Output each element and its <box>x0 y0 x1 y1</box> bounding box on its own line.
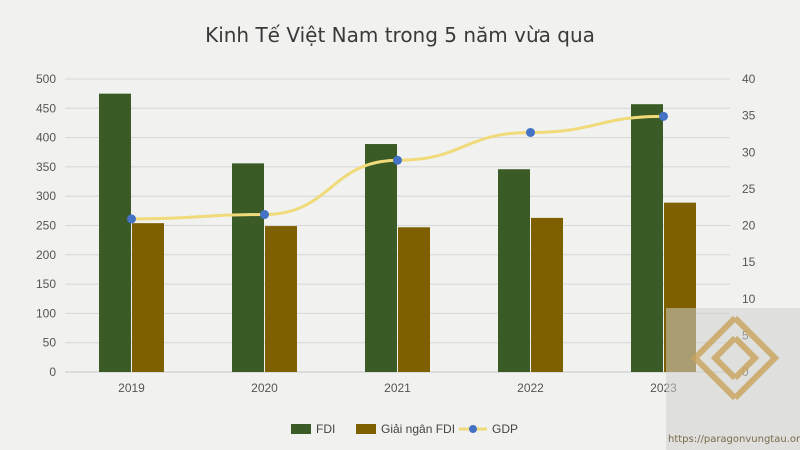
left-tick-label: 400 <box>36 131 56 145</box>
line-series <box>127 111 668 224</box>
left-tick-label: 250 <box>36 219 56 233</box>
bar-giải-ngân-fdi-2022 <box>531 217 563 372</box>
right-tick-label: 30 <box>742 145 756 159</box>
bar-fdi-2023 <box>631 104 663 372</box>
legend-swatch-marker <box>469 425 477 433</box>
gdp-point-2022 <box>526 127 535 137</box>
gdp-line <box>131 114 664 221</box>
right-tick-label: 10 <box>742 292 756 306</box>
gdp-point-2019 <box>127 214 136 224</box>
left-tick-label: 200 <box>36 248 56 262</box>
chart-title: Kinh Tế Việt Nam trong 5 năm vừa qua <box>205 23 595 47</box>
legend-swatch <box>356 424 376 434</box>
bar-fdi-2022 <box>498 169 530 372</box>
gdp-point-2020 <box>260 210 269 220</box>
x-axis-ticks: 2019 2020 2021 2022 2023 <box>118 381 677 395</box>
right-tick-label: 35 <box>742 109 756 123</box>
bar-fdi-2020 <box>232 163 264 372</box>
left-tick-label: 0 <box>49 365 56 379</box>
x-tick-label: 2022 <box>517 381 544 395</box>
watermark-url: https://paragonvungtau.org/ <box>668 434 800 445</box>
x-tick-label: 2019 <box>118 381 145 395</box>
watermark: https://paragonvungtau.org/ <box>666 308 800 450</box>
bar-giải-ngân-fdi-2020 <box>265 226 297 372</box>
legend-label: GDP <box>492 422 518 436</box>
legend-label: FDI <box>316 422 335 436</box>
gdp-point-2023 <box>659 111 668 121</box>
x-tick-label: 2021 <box>384 381 411 395</box>
legend-label: Giải ngân FDI <box>381 422 455 436</box>
paragon-logo-icon <box>690 315 780 401</box>
bar-fdi-2019 <box>99 93 131 373</box>
legend-swatch <box>291 424 311 434</box>
bar-giải-ngân-fdi-2021 <box>398 227 430 372</box>
legend: FDI Giải ngân FDI GDP <box>291 422 518 436</box>
left-tick-label: 500 <box>36 72 56 86</box>
left-tick-label: 100 <box>36 306 56 320</box>
left-axis-ticks: 0 50 100 150 200 250 300 350 400 450 500 <box>36 72 56 379</box>
gridlines <box>65 78 730 373</box>
x-tick-label: 2020 <box>251 381 278 395</box>
left-tick-label: 300 <box>36 189 56 203</box>
left-tick-label: 50 <box>43 336 57 350</box>
left-tick-label: 450 <box>36 101 56 115</box>
left-tick-label: 350 <box>36 160 56 174</box>
right-tick-label: 40 <box>742 72 756 86</box>
right-tick-label: 25 <box>742 182 756 196</box>
bar-giải-ngân-fdi-2019 <box>132 223 164 372</box>
gdp-point-2021 <box>393 155 402 165</box>
left-tick-label: 150 <box>36 277 56 291</box>
right-tick-label: 20 <box>742 219 756 233</box>
right-tick-label: 15 <box>742 255 756 269</box>
bar-fdi-2021 <box>365 144 397 372</box>
bar-series <box>99 93 696 373</box>
